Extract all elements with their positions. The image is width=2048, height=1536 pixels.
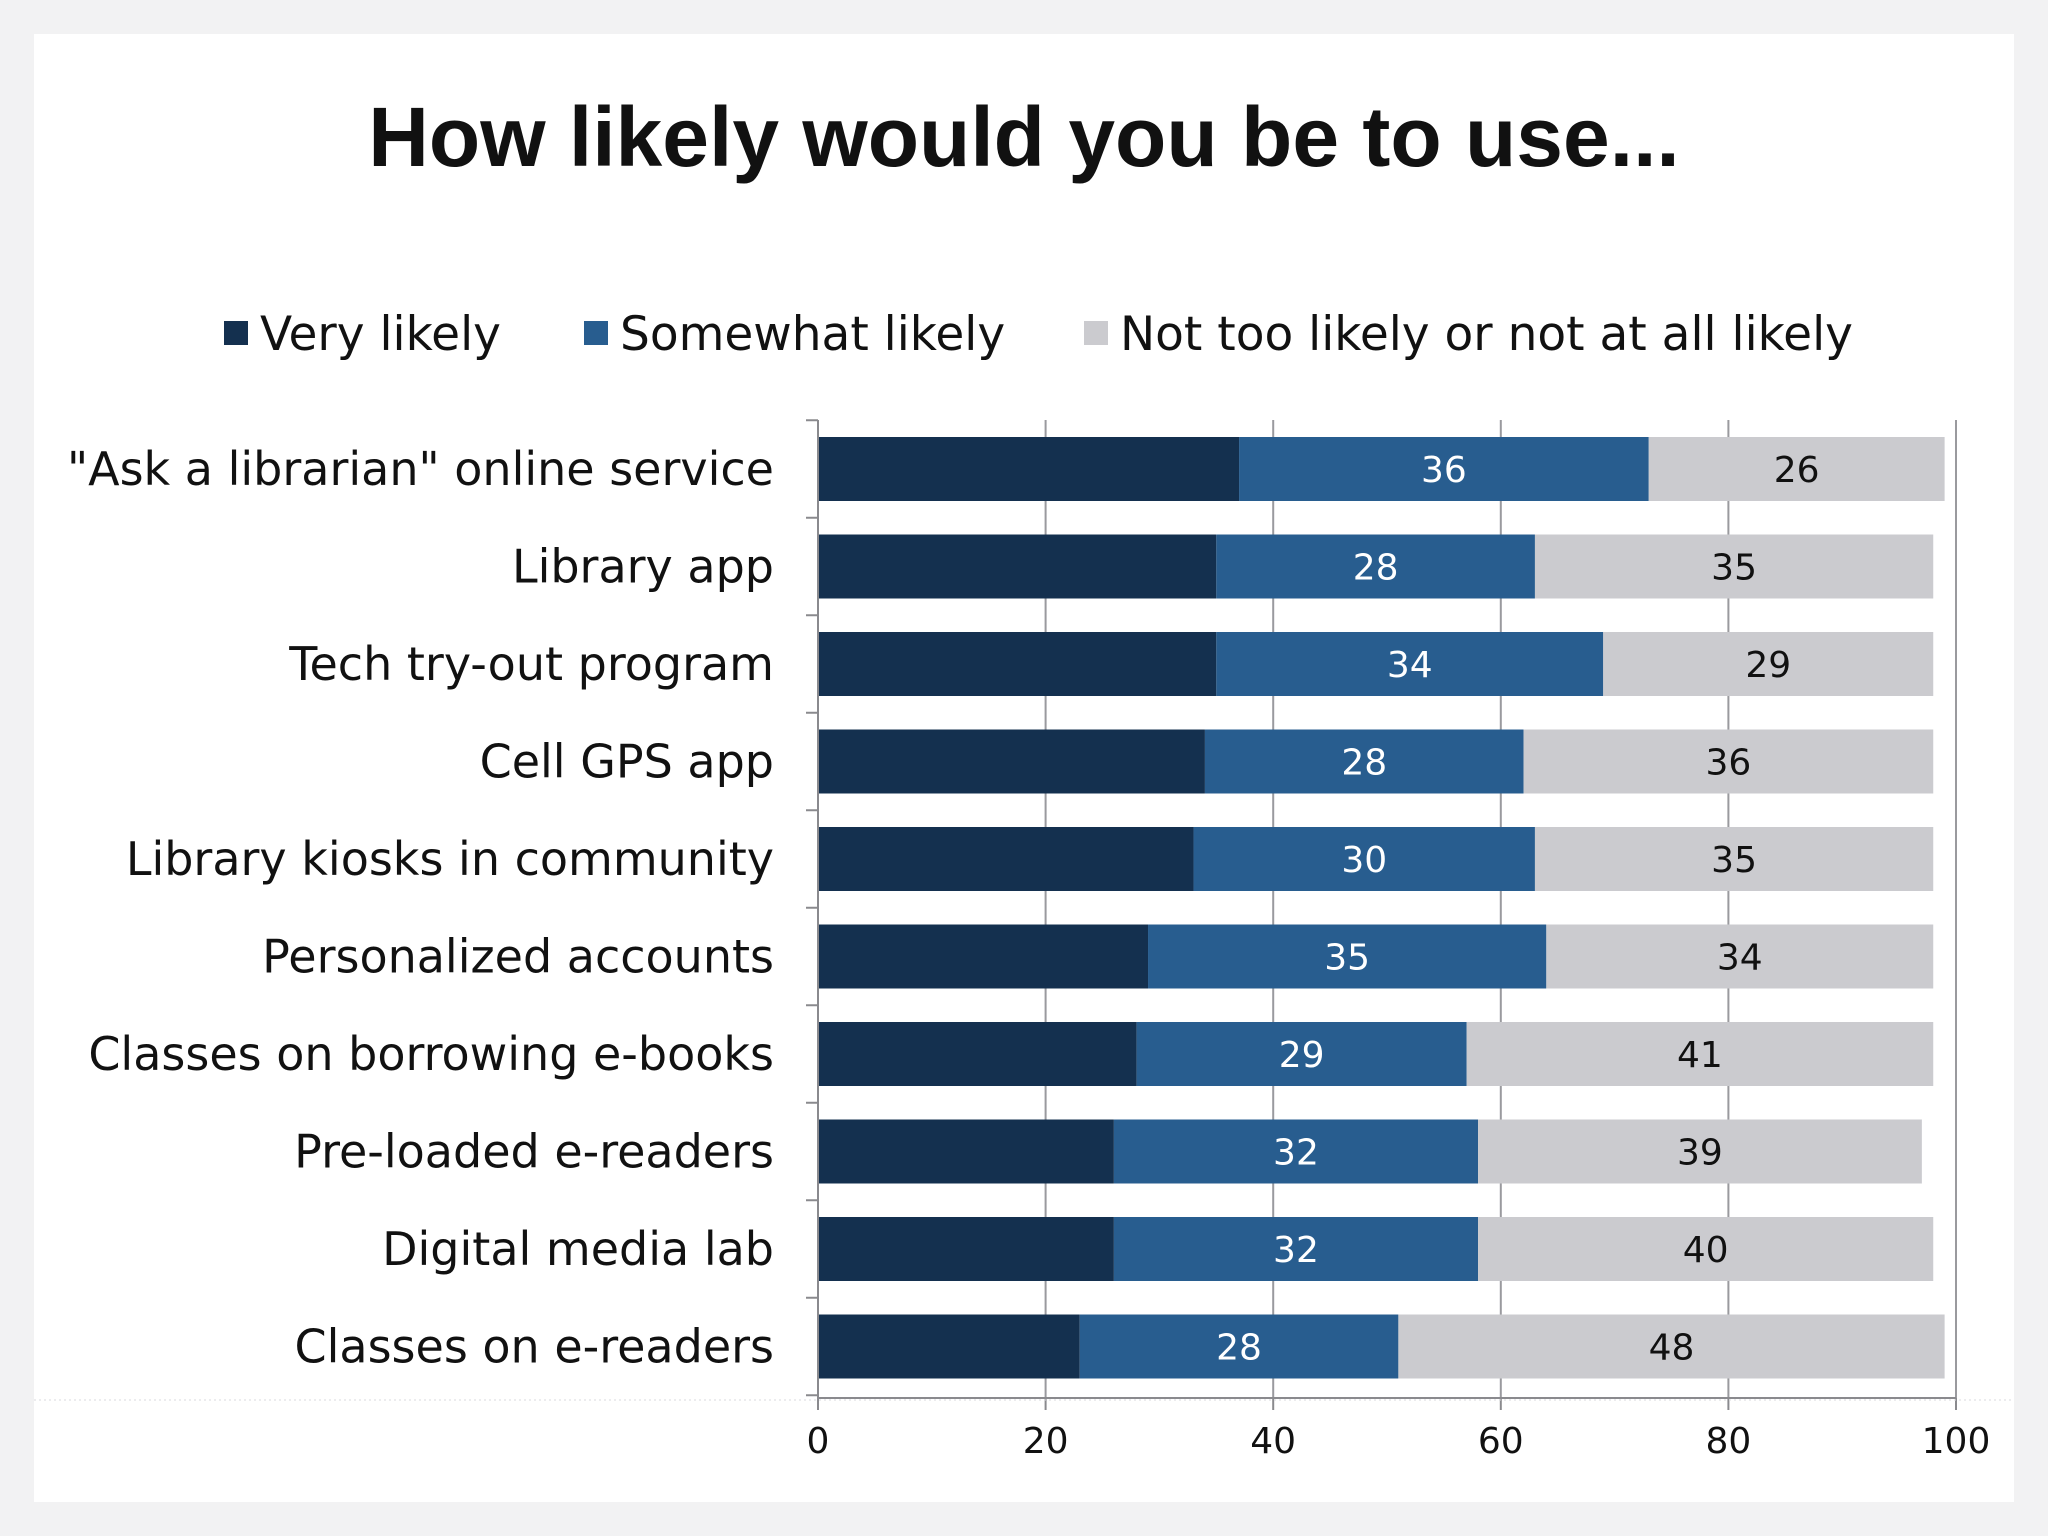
bar-segment — [818, 534, 1217, 599]
data-label: 29 — [1745, 645, 1791, 686]
data-label: 48 — [1649, 1328, 1695, 1369]
bar-segment — [1204, 729, 1524, 794]
bar-segment — [818, 1119, 1114, 1184]
bar-segment — [1534, 534, 1934, 599]
legend-swatch — [1084, 321, 1108, 345]
data-label: 35 — [1711, 548, 1757, 589]
bar-segment — [1113, 1119, 1479, 1184]
data-label: 41 — [1677, 1035, 1723, 1076]
bar-segment — [818, 729, 1205, 794]
category-label: Pre-loaded e-readers — [294, 1125, 774, 1179]
bar-segment — [1534, 827, 1934, 891]
bar-segment — [1079, 1314, 1399, 1379]
bar-segment — [1478, 1119, 1922, 1184]
bar-segment — [818, 924, 1149, 989]
bar-segment — [1398, 1314, 1945, 1379]
data-label: 32 — [1273, 1230, 1319, 1271]
category-label: Personalized accounts — [262, 930, 774, 984]
chart-title: How likely would you be to use... — [368, 90, 1680, 184]
bar-segment — [818, 437, 1240, 501]
bar-segment — [1523, 729, 1934, 794]
data-label: 36 — [1705, 743, 1751, 784]
legend-swatch — [584, 321, 608, 345]
x-tick-label: 0 — [807, 1421, 830, 1462]
bar-segment — [1113, 1217, 1479, 1281]
bar-segment — [818, 632, 1217, 696]
legend-swatch — [224, 321, 248, 345]
x-tick-label: 80 — [1705, 1421, 1751, 1462]
chart-card: How likely would you be to use... Very l… — [34, 34, 2014, 1502]
data-label: 29 — [1279, 1035, 1325, 1076]
axes: 0 20 40 60 80 100 "Ask a librarian" online ser… — [34, 419, 2014, 1462]
x-tick-label: 100 — [1922, 1421, 1991, 1462]
bar-segment — [1546, 924, 1934, 989]
bar-segment — [1239, 437, 1649, 501]
data-label: 34 — [1387, 645, 1433, 686]
data-label: 28 — [1216, 1328, 1262, 1369]
data-label: 35 — [1711, 840, 1757, 881]
bar-segment — [818, 827, 1194, 891]
category-label: Digital media lab — [382, 1222, 774, 1276]
bar-segment — [1466, 1022, 1934, 1086]
data-label: 36 — [1421, 450, 1467, 491]
bars: 36 26 28 35 34 29 28 36 30 35 35 34 29 41 32 39 32 40 28 48 — [818, 437, 1945, 1379]
bar-segment — [1216, 534, 1535, 599]
stacked-bar-chart: How likely would you be to use... Very l… — [34, 90, 2014, 1462]
category-label: Cell GPS app — [480, 735, 774, 789]
bar-segment — [1136, 1022, 1467, 1086]
category-label: Classes on borrowing e-books — [88, 1027, 774, 1081]
x-tick-label: 60 — [1478, 1421, 1524, 1462]
bar-segment — [1478, 1217, 1934, 1281]
bar-segment — [818, 1217, 1114, 1281]
data-label: 35 — [1324, 938, 1370, 979]
data-label: 34 — [1717, 938, 1763, 979]
bar-segment — [1603, 632, 1934, 696]
data-label: 28 — [1353, 548, 1399, 589]
legend-label: Somewhat likely — [620, 307, 1005, 362]
category-label: Library app — [512, 540, 774, 594]
data-label: 40 — [1683, 1230, 1729, 1271]
bar-segment — [1216, 632, 1604, 696]
category-label: Tech try-out program — [288, 637, 774, 691]
legend-label: Not too likely or not at all likely — [1120, 307, 1853, 362]
bar-segment — [1193, 827, 1535, 891]
data-label: 28 — [1341, 743, 1387, 784]
x-tick-label: 40 — [1250, 1421, 1296, 1462]
category-label: "Ask a librarian" online service — [67, 442, 774, 496]
category-label: Library kiosks in community — [126, 832, 774, 886]
bar-segment — [818, 1022, 1137, 1086]
x-tick-label: 20 — [1023, 1421, 1069, 1462]
data-label: 32 — [1273, 1133, 1319, 1174]
bar-segment — [818, 1314, 1080, 1379]
data-label: 30 — [1341, 840, 1387, 881]
category-label: Classes on e-readers — [295, 1320, 775, 1374]
legend: Very likely Somewhat likely Not too likely… — [224, 307, 1853, 362]
legend-label: Very likely — [260, 307, 501, 362]
data-label: 39 — [1677, 1133, 1723, 1174]
bar-segment — [1148, 924, 1547, 989]
bar-segment — [1648, 437, 1945, 501]
data-label: 26 — [1774, 450, 1820, 491]
